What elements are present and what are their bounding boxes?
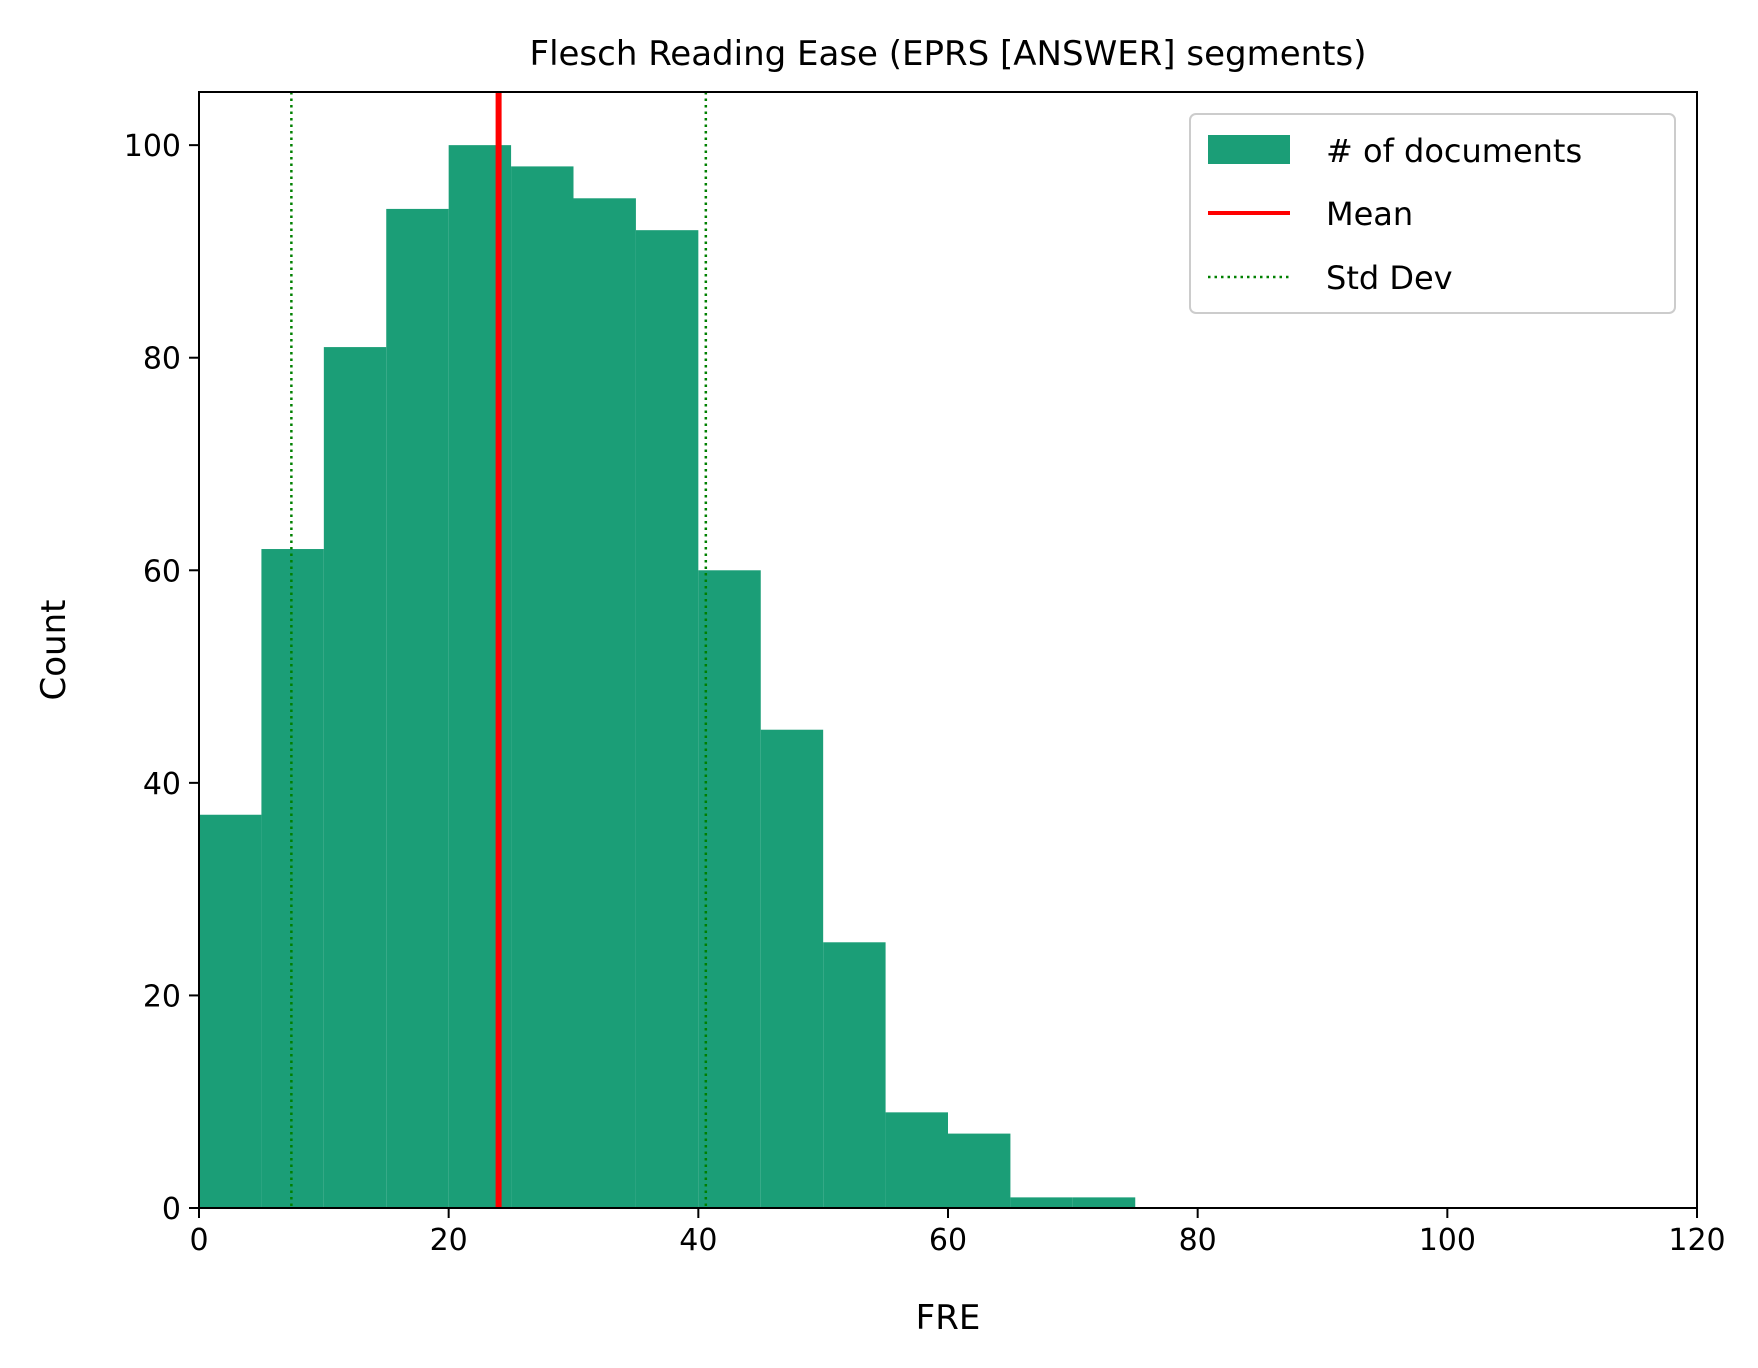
legend: # of documents Mean Std Dev bbox=[1189, 113, 1676, 314]
reference-lines-layer bbox=[290, 92, 708, 1208]
histogram-bar bbox=[635, 230, 699, 1208]
histogram-bar bbox=[1072, 1197, 1136, 1208]
histogram-bar bbox=[1010, 1197, 1073, 1208]
y-tick-label: 20 bbox=[143, 979, 181, 1014]
histogram-bar bbox=[760, 729, 824, 1208]
histogram-bar bbox=[511, 166, 574, 1208]
x-tick-label: 120 bbox=[1668, 1223, 1725, 1258]
x-tick-label: 80 bbox=[1179, 1223, 1217, 1258]
histogram-bar bbox=[823, 942, 886, 1208]
legend-label-std-dev: Std Dev bbox=[1326, 259, 1453, 297]
histogram-bar bbox=[573, 198, 636, 1209]
histogram-bar bbox=[199, 814, 262, 1208]
x-tick-label: 20 bbox=[430, 1223, 468, 1258]
legend-label-mean: Mean bbox=[1326, 195, 1413, 233]
y-axis-label: Count bbox=[34, 600, 74, 701]
x-tick-label: 60 bbox=[929, 1223, 967, 1258]
x-tick-label: 40 bbox=[679, 1223, 717, 1258]
x-tick-label: 0 bbox=[189, 1223, 208, 1258]
y-tick-label: 60 bbox=[143, 554, 181, 589]
histogram-bar bbox=[386, 208, 449, 1208]
legend-box bbox=[1189, 113, 1676, 314]
x-tick-label: 100 bbox=[1419, 1223, 1476, 1258]
histogram-bar bbox=[885, 1112, 948, 1208]
ticks-layer: 0 20 40 60 80 100 120 0 20 40 60 80 100 bbox=[124, 129, 1726, 1258]
y-tick-label: 0 bbox=[162, 1192, 181, 1227]
histogram-bar bbox=[448, 145, 512, 1209]
x-axis-label: FRE bbox=[916, 1298, 981, 1338]
histogram-bar bbox=[698, 570, 761, 1208]
y-tick-label: 40 bbox=[143, 767, 181, 802]
y-tick-label: 100 bbox=[124, 129, 181, 164]
legend-label-documents: # of documents bbox=[1326, 132, 1582, 170]
legend-patch-documents bbox=[1208, 135, 1290, 164]
y-tick-label: 80 bbox=[143, 342, 181, 377]
histogram-bar bbox=[948, 1133, 1011, 1208]
histogram-bar bbox=[323, 347, 387, 1209]
chart-title: Flesch Reading Ease (EPRS [ANSWER] segme… bbox=[530, 34, 1367, 74]
